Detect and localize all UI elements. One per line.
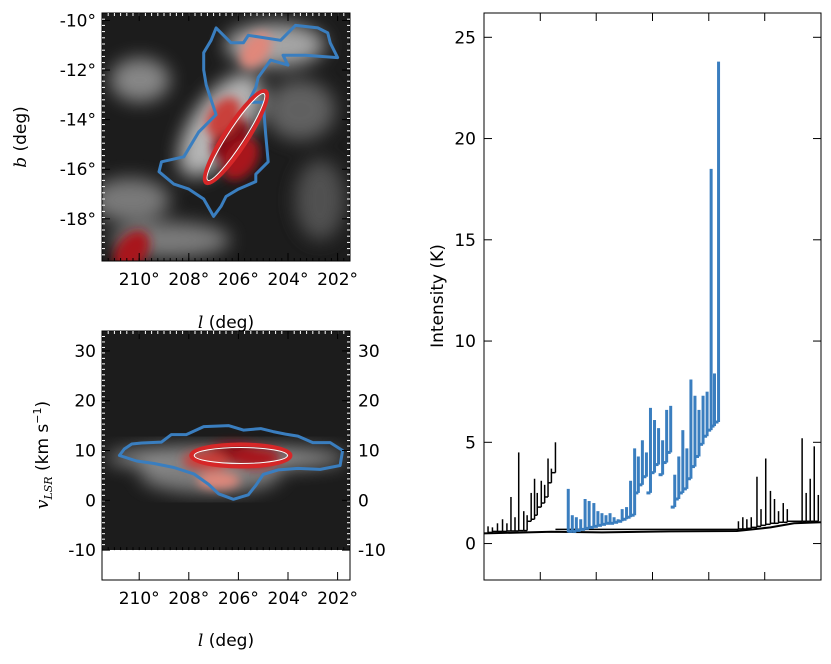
dendrogram-y-tick-label-1: 5 xyxy=(465,433,476,453)
pv-map-y-ticks: 30 30 20 20 10 10 0 0 -10 -10 xyxy=(68,342,386,561)
pv-y-tick-label-4: -10 xyxy=(68,541,96,561)
pv-map-panel: 210° 208° 206° 204° 202° 30 30 20 20 10 10 0 0 -10 -1… xyxy=(31,330,386,651)
sky-y-tick-label-2: -14° xyxy=(60,111,96,131)
pv-y-tick-label-1: 20 xyxy=(74,392,96,412)
pv-y-tick-label-0: 30 xyxy=(74,342,96,362)
sky-map-x-axis-label: l (deg) xyxy=(198,313,254,333)
sky-map-ellipse-inner xyxy=(206,93,266,181)
pv-map-ellipse-inner xyxy=(193,447,288,464)
sky-x-tick-label-4: 202° xyxy=(317,270,358,290)
dendrogram-y-ticks: 0 5 10 15 20 25 xyxy=(454,28,821,555)
pv-y-tick-label-3: 0 xyxy=(85,491,96,511)
pv-map-contour-group xyxy=(117,424,345,501)
sky-map-panel: 210° 208° 206° 204° 202° -10° -12° -14° -16° -18… xyxy=(11,11,358,333)
sky-y-tick-label-4: -18° xyxy=(60,210,96,230)
pv-y-tick-label-right-0: 30 xyxy=(358,342,380,362)
sky-hot-spot-4 xyxy=(240,32,272,69)
pv-y-tick-label-2: 10 xyxy=(74,442,96,462)
pv-map-ellipse xyxy=(189,442,293,469)
pv-x-tick-label-0: 210° xyxy=(119,589,160,609)
dendrogram-y-tick-label-2: 10 xyxy=(454,332,476,352)
sky-y-tick-label-3: -16° xyxy=(60,160,96,180)
sky-x-tick-label-2: 206° xyxy=(218,270,259,290)
pv-map-x-axis-label: l (deg) xyxy=(198,631,254,651)
dendrogram-selected-structure xyxy=(566,61,721,533)
pv-map-contour xyxy=(117,424,345,501)
dendrogram-y-axis-label: Intensity (K) xyxy=(428,244,448,348)
pv-map-minor-ticks xyxy=(102,331,350,551)
pv-map-y-axis-label: vLSR (km s−1) xyxy=(31,401,55,509)
sky-map-y-axis-label: b (deg) xyxy=(11,106,31,168)
dendrogram-y-tick-label-0: 0 xyxy=(465,535,476,555)
sky-hot-spot-1 xyxy=(222,138,260,181)
dendrogram-y-tick-label-5: 25 xyxy=(454,28,476,48)
dendrogram-y-tick-label-3: 15 xyxy=(454,231,476,251)
sky-map-contour-group xyxy=(157,23,340,218)
sky-x-tick-label-0: 210° xyxy=(119,270,160,290)
sky-map-contour xyxy=(157,23,340,218)
sky-map-y-ticks: -10° -12° -14° -16° -18° xyxy=(60,11,350,230)
sky-map-x-ticks: 210° 208° 206° 204° 202° xyxy=(119,13,358,290)
sky-x-tick-label-3: 204° xyxy=(268,270,309,290)
dendrogram-trunk xyxy=(483,521,822,535)
pv-y-tick-label-right-2: 10 xyxy=(358,442,380,462)
pv-x-tick-label-1: 208° xyxy=(168,589,209,609)
dendrogram-x-ticks xyxy=(539,13,766,580)
pv-map-x-ticks: 210° 208° 206° 204° 202° xyxy=(119,331,358,609)
pv-x-tick-label-2: 206° xyxy=(218,589,259,609)
dendrogram-trunk-line xyxy=(483,521,822,535)
sky-y-tick-label-1: -12° xyxy=(60,61,96,81)
sky-hot-spot-3 xyxy=(113,230,150,261)
pv-x-tick-label-3: 204° xyxy=(268,589,309,609)
sky-map-minor-ticks xyxy=(102,13,350,261)
pv-x-tick-label-4: 202° xyxy=(317,589,358,609)
sky-y-tick-label-0: -10° xyxy=(60,11,96,31)
dendrogram-y-tick-label-4: 20 xyxy=(454,130,476,150)
sky-x-tick-label-1: 208° xyxy=(168,270,209,290)
pv-y-tick-label-right-4: -10 xyxy=(358,541,386,561)
pv-y-tick-label-right-3: 0 xyxy=(358,491,369,511)
dendrogram-panel: 0 5 10 15 20 25 Intensity (K) xyxy=(428,12,822,581)
pv-map-background xyxy=(102,331,350,550)
sky-map-ellipse xyxy=(202,88,270,186)
pv-y-tick-label-right-1: 20 xyxy=(358,392,380,412)
